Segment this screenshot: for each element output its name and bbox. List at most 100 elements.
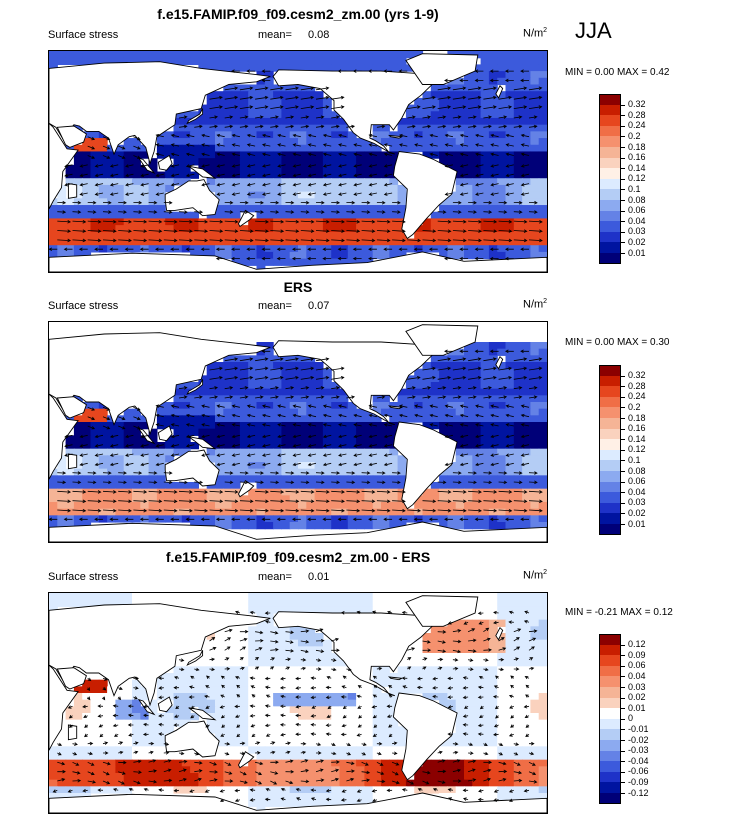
- stress-cell: [206, 368, 216, 376]
- stress-cell: [322, 231, 332, 240]
- stress-cell: [223, 488, 233, 496]
- stress-vector: [368, 462, 377, 467]
- stress-cell: [223, 606, 233, 614]
- stress-cell: [538, 111, 547, 119]
- stress-vector: [407, 376, 421, 380]
- stress-vector: [292, 444, 301, 448]
- stress-vector: [285, 395, 295, 399]
- stress-cell: [223, 508, 233, 516]
- stress-cell: [381, 719, 390, 727]
- stress-vector: [513, 386, 523, 390]
- stress-cell: [505, 97, 515, 106]
- stress-cell: [115, 225, 125, 233]
- stress-cell: [464, 97, 473, 106]
- stress-cell: [206, 362, 216, 370]
- stress-cell: [513, 488, 523, 496]
- stress-cell: [256, 415, 266, 423]
- stress-cell: [239, 111, 249, 119]
- stress-cell: [455, 184, 465, 193]
- stress-cell: [397, 138, 407, 146]
- stress-cell: [488, 77, 498, 86]
- map-canvas: [49, 593, 547, 813]
- stress-cell: [239, 733, 249, 741]
- stress-cell: [439, 626, 448, 634]
- stress-vector: [246, 413, 256, 418]
- stress-vector: [270, 471, 280, 475]
- stress-cell: [256, 97, 266, 106]
- stress-cell: [339, 726, 349, 734]
- stress-cell: [447, 508, 457, 516]
- stress-cell: [414, 646, 424, 654]
- stress-cell: [57, 488, 67, 496]
- stress-vector: [483, 490, 498, 494]
- stress-vector: [361, 229, 376, 233]
- stress-vector: [178, 124, 188, 129]
- stress-cell: [488, 225, 498, 233]
- stress-cell: [156, 415, 166, 423]
- continent-borneo: [157, 154, 173, 171]
- stress-cell: [331, 408, 341, 416]
- stress-cell: [538, 686, 547, 694]
- stress-cell: [397, 402, 407, 410]
- stress-cell: [306, 699, 316, 707]
- stress-cell: [339, 593, 349, 601]
- stress-cell: [513, 593, 523, 601]
- stress-vector: [422, 105, 436, 109]
- stress-cell: [281, 211, 291, 220]
- stress-cell: [538, 659, 547, 667]
- coastlines: [49, 324, 547, 542]
- stress-cell: [455, 619, 465, 627]
- stress-vector: [270, 395, 279, 399]
- stress-cell: [505, 191, 515, 199]
- stress-cell: [123, 759, 133, 767]
- stress-cell: [505, 653, 515, 661]
- stress-cell: [98, 184, 108, 193]
- stress-cell: [414, 659, 424, 667]
- stress-cell: [107, 151, 116, 159]
- stress-cell: [356, 766, 365, 774]
- stress-cell: [513, 733, 523, 741]
- stress-vector: [352, 256, 362, 261]
- colorbar-tick-label: 0.06: [628, 205, 646, 216]
- stress-cell: [522, 475, 531, 483]
- stress-cell: [57, 733, 67, 741]
- stress-cell: [281, 482, 291, 490]
- stress-cell: [90, 726, 100, 734]
- stress-cell: [223, 428, 233, 436]
- stress-cell: [306, 753, 316, 761]
- stress-cell: [98, 733, 108, 741]
- stress-cell: [190, 428, 199, 436]
- stress-cell: [223, 455, 233, 463]
- stress-cell: [256, 178, 266, 186]
- stress-cell: [538, 164, 547, 173]
- stress-vector: [399, 404, 408, 408]
- stress-cell: [522, 57, 531, 65]
- stress-vector: [368, 182, 377, 187]
- stress-cell: [73, 205, 83, 213]
- stress-vector: [468, 471, 477, 475]
- stress-cell: [132, 746, 141, 754]
- colorbar-swatch: [599, 104, 621, 116]
- stress-cell: [248, 64, 258, 72]
- stress-cell: [231, 646, 241, 654]
- stress-cell: [505, 355, 515, 363]
- stress-cell: [513, 408, 523, 416]
- stress-vector: [407, 395, 416, 399]
- stress-vector: [163, 499, 178, 504]
- stress-vector: [170, 434, 180, 439]
- stress-cell: [82, 679, 92, 687]
- stress-vector: [270, 200, 280, 205]
- stress-vector: [270, 499, 285, 504]
- stress-cell: [322, 131, 332, 139]
- stress-vector: [118, 508, 132, 513]
- stress-cell: [505, 178, 515, 186]
- stress-cell: [505, 619, 515, 627]
- stress-cell: [464, 619, 473, 627]
- stress-cell: [289, 111, 299, 119]
- stress-cell: [239, 679, 249, 687]
- stress-cell: [223, 482, 233, 490]
- stress-cell: [306, 408, 316, 416]
- stress-cell: [422, 395, 432, 403]
- stress-cell: [148, 245, 158, 253]
- stress-cell: [538, 355, 547, 363]
